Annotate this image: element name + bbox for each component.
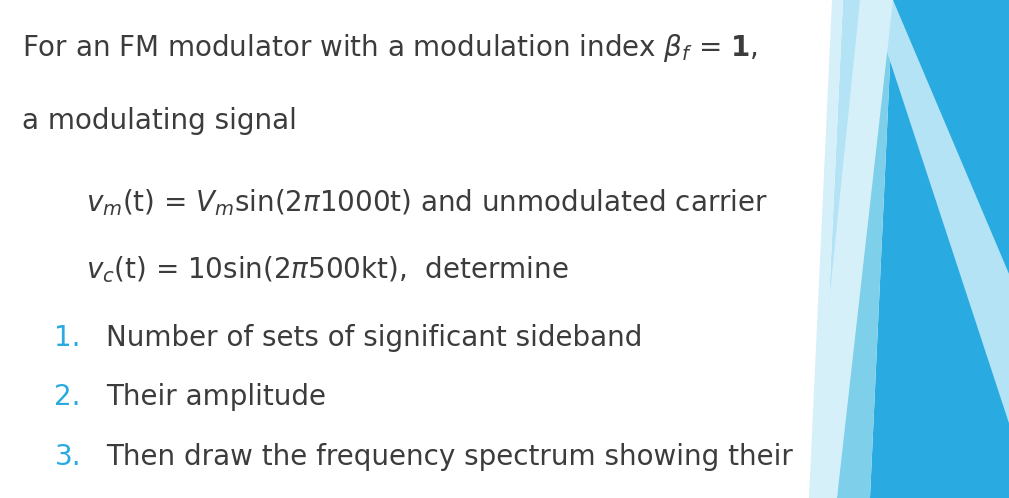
Polygon shape	[870, 0, 1009, 498]
Polygon shape	[837, 0, 893, 498]
Polygon shape	[820, 0, 860, 498]
Polygon shape	[809, 0, 843, 498]
Text: 3.: 3.	[54, 443, 81, 471]
Polygon shape	[809, 0, 893, 498]
Text: Then draw the frequency spectrum showing their: Then draw the frequency spectrum showing…	[106, 443, 793, 471]
Text: 2.: 2.	[54, 383, 81, 411]
Text: Number of sets of significant sideband: Number of sets of significant sideband	[106, 324, 643, 352]
Text: Their amplitude: Their amplitude	[106, 383, 326, 411]
Text: $v_c$(t) = 10sin(2$\pi$500kt),  determine: $v_c$(t) = 10sin(2$\pi$500kt), determine	[86, 254, 568, 285]
Text: For an FM modulator with a modulation index $\beta_f$ = $\boldsymbol{1}$,: For an FM modulator with a modulation in…	[22, 32, 758, 64]
Polygon shape	[870, 0, 1009, 423]
Text: $v_m$(t) = $V_m$sin(2$\pi$1000t) and unmodulated carrier: $v_m$(t) = $V_m$sin(2$\pi$1000t) and unm…	[86, 187, 768, 218]
Text: 1.: 1.	[54, 324, 81, 352]
Text: a modulating signal: a modulating signal	[22, 107, 297, 135]
